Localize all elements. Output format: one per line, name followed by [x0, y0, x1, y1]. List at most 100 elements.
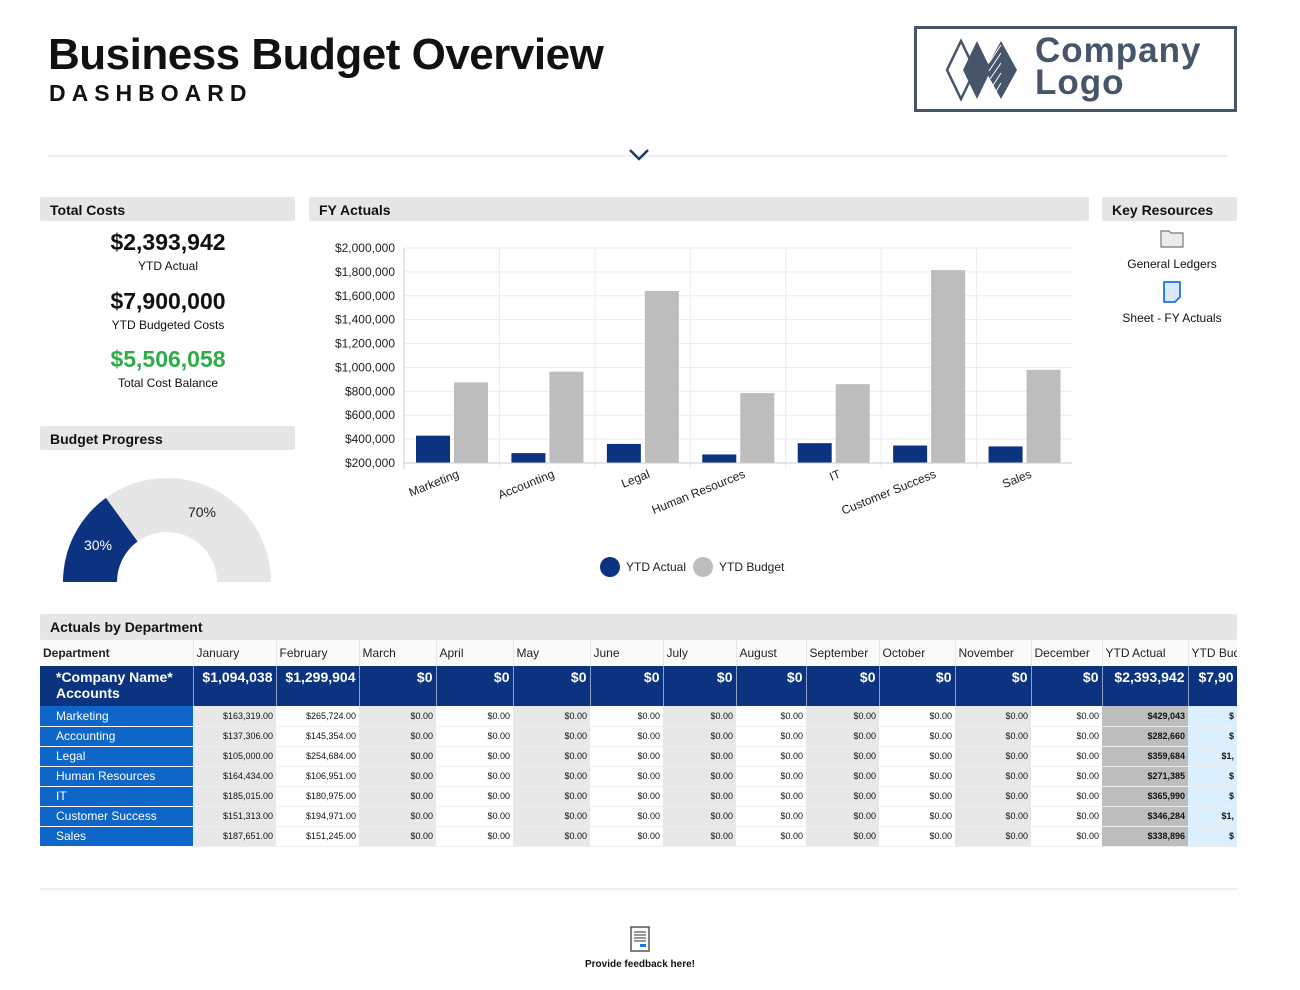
value-cell[interactable]: $271,385	[1102, 766, 1188, 787]
value-cell[interactable]: $0.00	[879, 706, 955, 727]
value-cell[interactable]: $0.00	[1031, 766, 1102, 787]
value-cell[interactable]: $185,015.00	[193, 786, 276, 807]
value-cell[interactable]: $0.00	[806, 786, 879, 807]
value-cell[interactable]: $0.00	[955, 826, 1031, 847]
value-cell[interactable]: $0.00	[359, 766, 436, 787]
value-cell[interactable]: $187,651.00	[193, 826, 276, 847]
value-cell[interactable]: $0.00	[1031, 706, 1102, 727]
value-cell[interactable]: $0.00	[736, 806, 806, 827]
value-cell[interactable]: $0.00	[736, 786, 806, 807]
value-cell[interactable]: $265,724.00	[276, 706, 359, 727]
value-cell[interactable]: $151,245.00	[276, 826, 359, 847]
value-cell[interactable]: $0.00	[879, 826, 955, 847]
value-cell[interactable]: $0.00	[359, 726, 436, 747]
resource-sheet-fy-actuals[interactable]: Sheet - FY Actuals	[1102, 280, 1242, 325]
value-cell[interactable]: $0.00	[806, 726, 879, 747]
value-cell[interactable]: $	[1188, 826, 1237, 847]
value-cell[interactable]: $0.00	[513, 806, 590, 827]
value-cell[interactable]: $0.00	[1031, 726, 1102, 747]
value-cell[interactable]: $151,313.00	[193, 806, 276, 827]
value-cell[interactable]: $282,660	[1102, 726, 1188, 747]
value-cell[interactable]: $0.00	[806, 806, 879, 827]
value-cell[interactable]: $0.00	[955, 766, 1031, 787]
value-cell[interactable]: $0.00	[513, 786, 590, 807]
value-cell[interactable]: $0.00	[806, 746, 879, 767]
value-cell[interactable]: $365,990	[1102, 786, 1188, 807]
value-cell[interactable]: $0.00	[1031, 826, 1102, 847]
value-cell[interactable]: $0.00	[663, 726, 736, 747]
value-cell[interactable]: $0.00	[879, 786, 955, 807]
value-cell[interactable]: $1,	[1188, 806, 1237, 827]
value-cell[interactable]: $0.00	[736, 746, 806, 767]
value-cell[interactable]: $338,896	[1102, 826, 1188, 847]
value-cell[interactable]: $0.00	[806, 706, 879, 727]
value-cell[interactable]: $0.00	[436, 806, 513, 827]
value-cell[interactable]: $0.00	[879, 746, 955, 767]
value-cell[interactable]: $	[1188, 706, 1237, 727]
value-cell[interactable]: $0.00	[879, 726, 955, 747]
value-cell[interactable]: $346,284	[1102, 806, 1188, 827]
value-cell[interactable]: $180,975.00	[276, 786, 359, 807]
value-cell[interactable]: $429,043	[1102, 706, 1188, 727]
value-cell[interactable]: $0.00	[590, 746, 663, 767]
department-cell[interactable]: Human Resources	[40, 766, 193, 787]
value-cell[interactable]: $0.00	[436, 726, 513, 747]
feedback-link[interactable]: Provide feedback here!	[560, 926, 720, 970]
value-cell[interactable]: $0.00	[436, 746, 513, 767]
value-cell[interactable]: $106,951.00	[276, 766, 359, 787]
value-cell[interactable]: $0.00	[663, 786, 736, 807]
value-cell[interactable]: $0.00	[663, 766, 736, 787]
department-cell[interactable]: Legal	[40, 746, 193, 767]
value-cell[interactable]: $0.00	[955, 806, 1031, 827]
value-cell[interactable]: $	[1188, 786, 1237, 807]
value-cell[interactable]: $0.00	[513, 826, 590, 847]
value-cell[interactable]: $0.00	[736, 706, 806, 727]
value-cell[interactable]: $0.00	[513, 726, 590, 747]
value-cell[interactable]: $0.00	[955, 786, 1031, 807]
value-cell[interactable]: $137,306.00	[193, 726, 276, 747]
value-cell[interactable]: $163,319.00	[193, 706, 276, 727]
value-cell[interactable]: $0.00	[955, 726, 1031, 747]
value-cell[interactable]: $0.00	[359, 826, 436, 847]
value-cell[interactable]: $194,971.00	[276, 806, 359, 827]
value-cell[interactable]: $0.00	[590, 766, 663, 787]
chevron-down-icon[interactable]	[628, 146, 650, 162]
value-cell[interactable]: $	[1188, 766, 1237, 787]
value-cell[interactable]: $0.00	[359, 746, 436, 767]
value-cell[interactable]: $164,434.00	[193, 766, 276, 787]
value-cell[interactable]: $0.00	[590, 806, 663, 827]
value-cell[interactable]: $0.00	[436, 786, 513, 807]
value-cell[interactable]: $0.00	[513, 766, 590, 787]
value-cell[interactable]: $0.00	[736, 766, 806, 787]
department-cell[interactable]: IT	[40, 786, 193, 807]
department-cell[interactable]: Accounting	[40, 726, 193, 747]
value-cell[interactable]: $0.00	[590, 706, 663, 727]
value-cell[interactable]: $0.00	[1031, 746, 1102, 767]
value-cell[interactable]: $0.00	[436, 766, 513, 787]
resource-general-ledgers[interactable]: General Ledgers	[1102, 228, 1242, 271]
value-cell[interactable]: $0.00	[359, 706, 436, 727]
department-cell[interactable]: Sales	[40, 826, 193, 847]
value-cell[interactable]: $0.00	[955, 746, 1031, 767]
value-cell[interactable]: $0.00	[1031, 786, 1102, 807]
value-cell[interactable]: $0.00	[359, 806, 436, 827]
value-cell[interactable]: $0.00	[806, 766, 879, 787]
value-cell[interactable]: $0.00	[663, 826, 736, 847]
value-cell[interactable]: $0.00	[1031, 806, 1102, 827]
value-cell[interactable]: $0.00	[590, 726, 663, 747]
value-cell[interactable]: $1,	[1188, 746, 1237, 767]
value-cell[interactable]: $0.00	[736, 726, 806, 747]
value-cell[interactable]: $0.00	[879, 806, 955, 827]
value-cell[interactable]: $	[1188, 726, 1237, 747]
value-cell[interactable]: $359,684	[1102, 746, 1188, 767]
value-cell[interactable]: $0.00	[436, 826, 513, 847]
value-cell[interactable]: $145,354.00	[276, 726, 359, 747]
value-cell[interactable]: $105,000.00	[193, 746, 276, 767]
value-cell[interactable]: $0.00	[590, 786, 663, 807]
value-cell[interactable]: $254,684.00	[276, 746, 359, 767]
value-cell[interactable]: $0.00	[736, 826, 806, 847]
value-cell[interactable]: $0.00	[436, 706, 513, 727]
value-cell[interactable]: $0.00	[955, 706, 1031, 727]
value-cell[interactable]: $0.00	[359, 786, 436, 807]
value-cell[interactable]: $0.00	[663, 706, 736, 727]
